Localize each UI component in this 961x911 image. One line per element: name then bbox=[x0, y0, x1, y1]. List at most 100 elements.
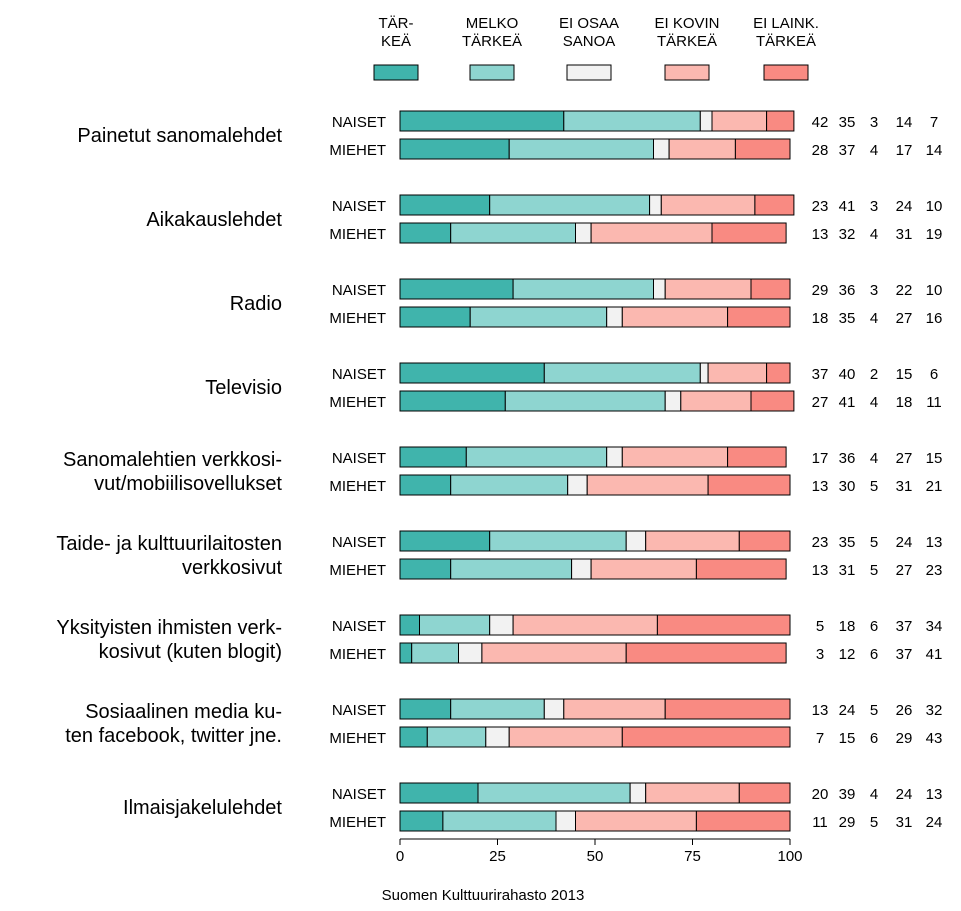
bar-segment bbox=[411, 642, 460, 664]
data-label: 27 bbox=[896, 310, 913, 327]
group-label: MIEHET bbox=[329, 814, 386, 831]
group-label: MIEHET bbox=[329, 394, 386, 411]
data-label: 2 bbox=[870, 366, 878, 383]
data-label: 31 bbox=[896, 226, 913, 243]
bar-segment bbox=[567, 474, 588, 496]
bar-segment bbox=[543, 698, 565, 720]
bar-segment bbox=[512, 614, 658, 636]
bar-segment bbox=[711, 222, 787, 244]
bar-segment bbox=[399, 558, 452, 580]
bar-segment bbox=[660, 194, 756, 216]
data-label: 41 bbox=[839, 394, 856, 411]
bar-segment bbox=[649, 194, 662, 216]
data-label: 42 bbox=[812, 114, 829, 131]
category-label: verkkosivut bbox=[182, 557, 282, 579]
data-label: 27 bbox=[812, 394, 829, 411]
legend-label: TÄRKEÄ bbox=[756, 33, 816, 50]
bar-segment bbox=[399, 278, 514, 300]
legend-label: KEÄ bbox=[381, 33, 411, 50]
data-label: 35 bbox=[839, 114, 856, 131]
group-label: MIEHET bbox=[329, 646, 386, 663]
data-label: 35 bbox=[839, 534, 856, 551]
bar-segment bbox=[621, 306, 729, 328]
bar-segment bbox=[426, 726, 487, 748]
bar-segment bbox=[707, 474, 791, 496]
data-label: 20 bbox=[812, 786, 829, 803]
bar-segment bbox=[695, 810, 791, 832]
bar-segment bbox=[625, 530, 647, 552]
data-label: 27 bbox=[896, 562, 913, 579]
bar-segment bbox=[555, 810, 576, 832]
data-label: 36 bbox=[839, 282, 856, 299]
bar-segment bbox=[450, 558, 573, 580]
bar-segment bbox=[399, 810, 444, 832]
bar-segment bbox=[399, 390, 506, 412]
bar-segment bbox=[458, 642, 483, 664]
group-label: NAISET bbox=[332, 702, 386, 719]
bar-segment bbox=[766, 362, 791, 384]
bar-segment bbox=[590, 558, 697, 580]
data-label: 21 bbox=[926, 478, 943, 495]
data-label: 24 bbox=[896, 198, 913, 215]
bar-segment bbox=[734, 138, 791, 160]
bar-segment bbox=[399, 698, 452, 720]
bar-segment bbox=[465, 446, 608, 468]
data-label: 10 bbox=[926, 282, 943, 299]
legend-swatch bbox=[469, 64, 515, 81]
data-label: 15 bbox=[926, 450, 943, 467]
bar-segment bbox=[766, 110, 795, 132]
legend-label: TÄRKEÄ bbox=[657, 33, 717, 50]
bar-segment bbox=[399, 642, 413, 664]
legend-label: EI OSAA bbox=[559, 15, 619, 32]
data-label: 3 bbox=[816, 646, 824, 663]
data-label: 37 bbox=[812, 366, 829, 383]
bar-segment bbox=[399, 726, 428, 748]
data-label: 5 bbox=[870, 702, 878, 719]
group-label: MIEHET bbox=[329, 562, 386, 579]
bar-segment bbox=[664, 698, 791, 720]
bar-segment bbox=[504, 390, 666, 412]
bar-segment bbox=[590, 222, 713, 244]
data-label: 17 bbox=[812, 450, 829, 467]
data-label: 31 bbox=[896, 814, 913, 831]
data-label: 34 bbox=[926, 618, 943, 635]
bar-segment bbox=[707, 362, 768, 384]
data-label: 36 bbox=[839, 450, 856, 467]
x-tick-label: 75 bbox=[684, 848, 701, 865]
bar-segment bbox=[399, 782, 479, 804]
group-label: NAISET bbox=[332, 366, 386, 383]
group-label: NAISET bbox=[332, 114, 386, 131]
data-label: 40 bbox=[839, 366, 856, 383]
data-label: 11 bbox=[812, 814, 828, 831]
bar-segment bbox=[399, 222, 452, 244]
bar-segment bbox=[399, 530, 491, 552]
data-label: 43 bbox=[926, 730, 943, 747]
data-label: 41 bbox=[926, 646, 943, 663]
data-label: 6 bbox=[930, 366, 938, 383]
data-label: 6 bbox=[870, 730, 878, 747]
data-label: 32 bbox=[926, 702, 943, 719]
legend-swatch bbox=[763, 64, 809, 81]
data-label: 5 bbox=[870, 814, 878, 831]
data-label: 24 bbox=[926, 814, 943, 831]
data-label: 11 bbox=[926, 394, 942, 411]
data-label: 4 bbox=[870, 142, 878, 159]
category-label: Radio bbox=[230, 293, 282, 315]
data-label: 31 bbox=[839, 562, 856, 579]
bar-segment bbox=[680, 390, 752, 412]
group-label: NAISET bbox=[332, 450, 386, 467]
data-label: 5 bbox=[870, 478, 878, 495]
category-label: Televisio bbox=[205, 377, 282, 399]
bar-segment bbox=[668, 138, 736, 160]
bar-segment bbox=[399, 194, 491, 216]
bar-segment bbox=[645, 782, 740, 804]
data-label: 13 bbox=[812, 702, 829, 719]
bar-segment bbox=[664, 278, 752, 300]
data-label: 26 bbox=[896, 702, 913, 719]
bar-segment bbox=[485, 726, 510, 748]
data-label: 13 bbox=[812, 478, 829, 495]
bar-segment bbox=[738, 530, 791, 552]
data-label: 13 bbox=[812, 562, 829, 579]
data-label: 14 bbox=[926, 142, 943, 159]
bar-segment bbox=[399, 446, 467, 468]
